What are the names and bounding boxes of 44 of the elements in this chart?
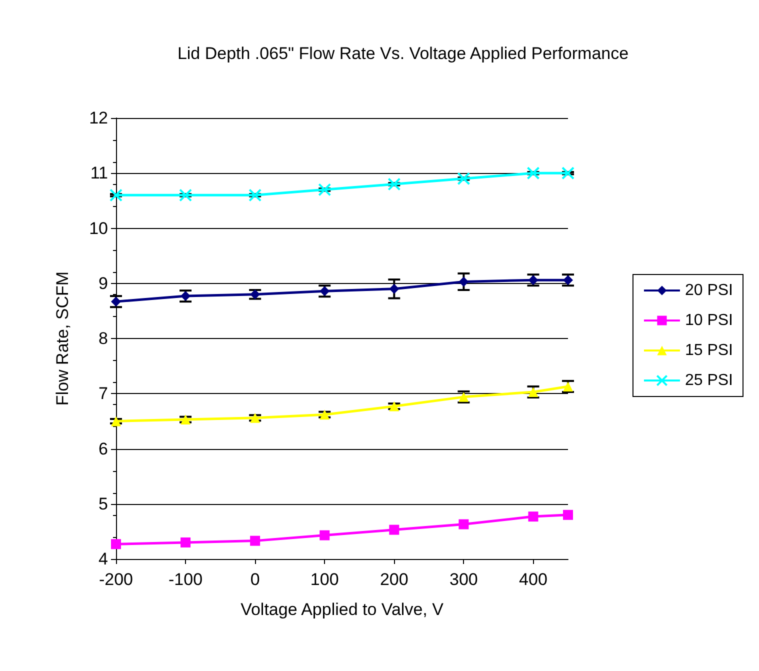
- point: [563, 510, 573, 520]
- x-tick-label: 300: [450, 570, 478, 589]
- legend-label: 20 PSI: [684, 282, 733, 299]
- x-tick-label: 0: [250, 570, 260, 589]
- legend-label: 10 PSI: [684, 312, 733, 329]
- point: [389, 284, 400, 294]
- point: [179, 188, 192, 202]
- y-tick-label: 11: [90, 164, 108, 183]
- x-tick-label: -100: [168, 570, 203, 589]
- point: [526, 166, 540, 180]
- point: [111, 416, 121, 426]
- point: [457, 172, 470, 186]
- point: [388, 178, 401, 191]
- point: [458, 276, 469, 287]
- x-tick-label: 100: [310, 570, 339, 589]
- x-axis-title: Voltage Applied to Valve, V: [240, 600, 444, 619]
- x-tick-label: 400: [519, 570, 548, 589]
- point: [318, 183, 332, 196]
- point: [320, 530, 330, 540]
- point: [250, 536, 260, 546]
- y-tick-label: 5: [98, 494, 108, 514]
- point: [562, 166, 574, 180]
- legend-label: 25 PSI: [684, 372, 733, 389]
- point: [111, 296, 121, 307]
- point: [528, 512, 538, 522]
- y-tick-label: 12: [89, 108, 108, 128]
- point: [180, 414, 191, 425]
- point: [248, 188, 262, 202]
- legend-label: 15 PSI: [684, 342, 733, 359]
- chart-title: Lid Depth .065" Flow Rate Vs. Voltage Applied Performance: [177, 44, 629, 63]
- y-tick-label: 4: [98, 550, 108, 568]
- x-tick-label: -200: [98, 570, 134, 589]
- y-tick-label: 6: [98, 439, 108, 458]
- point: [389, 524, 400, 535]
- point: [458, 519, 469, 530]
- y-axis-title: Flow Rate, SCFM: [53, 271, 72, 406]
- point: [110, 188, 122, 202]
- y-tick-label: 8: [98, 329, 108, 348]
- x-tick-label: 200: [380, 570, 408, 589]
- point: [111, 539, 121, 550]
- point: [180, 537, 191, 548]
- y-tick-label: 7: [98, 384, 108, 404]
- y-tick-label: 10: [89, 218, 108, 238]
- y-tick-label: 9: [98, 274, 108, 293]
